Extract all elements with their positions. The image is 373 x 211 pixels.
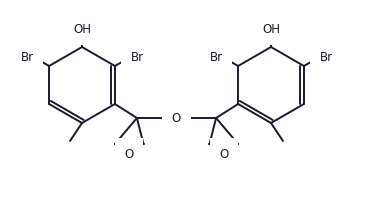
Text: O: O xyxy=(219,147,228,161)
Text: O: O xyxy=(172,111,181,124)
Text: O: O xyxy=(125,147,134,161)
Text: OH: OH xyxy=(73,23,91,35)
Text: Br: Br xyxy=(320,50,333,64)
Text: Br: Br xyxy=(131,50,144,64)
Text: Br: Br xyxy=(209,50,223,64)
Text: Br: Br xyxy=(21,50,34,64)
Text: OH: OH xyxy=(262,23,280,35)
